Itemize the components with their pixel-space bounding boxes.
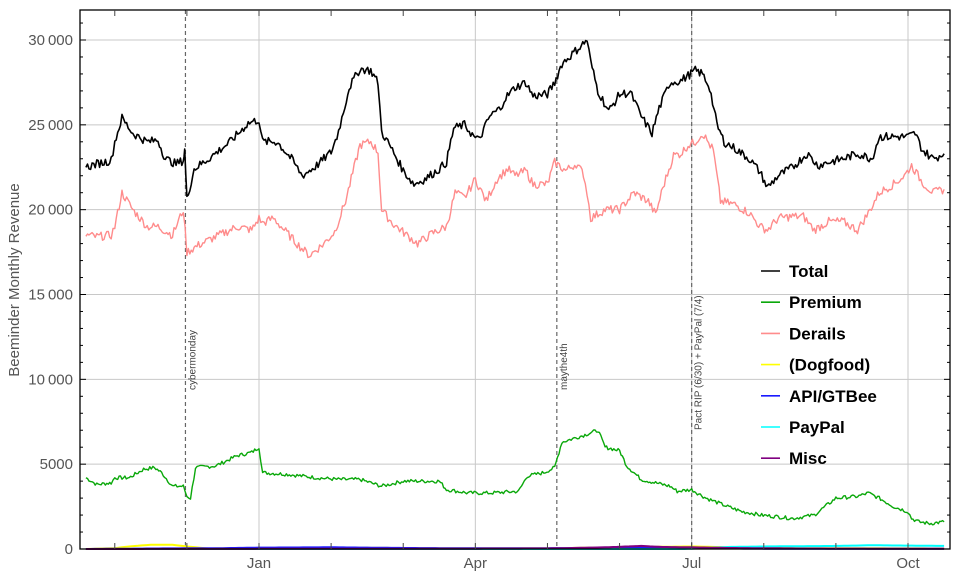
y-axis-title: Beeminder Monthly Revenue [6,183,23,376]
legend-label: Misc [789,449,827,468]
x-tick-label: Jan [247,555,271,572]
y-axis-labels: 0 5000 10 000 15 000 20 000 25 000 30 000 [28,32,73,558]
legend: Total Premium Derails (Dogfood) API/GTBee Pay… [761,262,877,468]
legend-item: PayPal [761,418,845,437]
legend-label: (Dogfood) [789,356,870,375]
legend-item: Derails [761,324,846,343]
y-tick-label: 5000 [40,456,73,473]
y-tick-label: 0 [65,541,73,558]
y-tick-label: 30 000 [28,32,73,49]
axis-ticks [80,10,950,550]
legend-item: (Dogfood) [761,356,870,375]
annotation-label: Pact RIP (6/30) + PayPal (7/4) [694,295,705,430]
y-tick-label: 20 000 [28,202,73,219]
legend-label: Derails [789,324,846,343]
x-tick-label: Oct [896,555,920,572]
annotation-label: maythe4th [559,343,570,390]
y-tick-label: 25 000 [28,117,73,134]
series-derails-line [85,134,945,259]
y-tick-label: 10 000 [28,371,73,388]
legend-label: PayPal [789,418,845,437]
x-axis-labels: Jan Apr Jul Oct [247,555,921,572]
legend-item: Total [761,262,828,281]
legend-item: Premium [761,293,862,312]
y-tick-label: 15 000 [28,287,73,304]
plot-frame [79,9,951,550]
x-tick-label: Apr [464,555,487,572]
legend-label: Premium [789,293,862,312]
x-tick-label: Jul [682,555,701,572]
series-total-line [85,39,945,198]
legend-item: Misc [761,449,827,468]
series-premium-line [85,429,945,526]
legend-label: Total [789,262,828,281]
event-annotations: cybermonday maythe4th Pact RIP (6/30) + Pa… [184,10,705,549]
annotation-label: cybermonday [187,330,198,390]
legend-item: API/GTBee [761,387,877,406]
legend-label: API/GTBee [789,387,877,406]
